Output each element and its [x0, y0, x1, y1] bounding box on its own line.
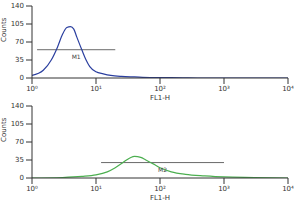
svg-text:10⁴: 10⁴: [282, 85, 292, 93]
svg-text:0: 0: [20, 174, 24, 182]
svg-text:10¹: 10¹: [90, 85, 102, 93]
svg-text:70: 70: [15, 138, 24, 146]
svg-text:105: 105: [11, 120, 24, 128]
svg-text:M1: M1: [72, 53, 81, 60]
svg-text:35: 35: [15, 156, 24, 164]
svg-text:140: 140: [11, 2, 24, 10]
svg-text:10⁰: 10⁰: [26, 185, 38, 193]
svg-text:10³: 10³: [218, 185, 230, 193]
svg-text:M2: M2: [158, 166, 167, 173]
svg-text:Counts: Counts: [8, 117, 9, 142]
svg-text:35: 35: [15, 56, 24, 64]
svg-text:FL1-H: FL1-H: [150, 194, 170, 200]
svg-text:10¹: 10¹: [90, 185, 102, 193]
svg-text:10⁴: 10⁴: [282, 185, 292, 193]
svg-text:105: 105: [11, 20, 24, 28]
svg-text:70: 70: [15, 38, 24, 46]
svg-text:10³: 10³: [218, 85, 230, 93]
svg-text:140: 140: [11, 102, 24, 110]
svg-text:FL1-H: FL1-H: [150, 94, 170, 100]
svg-text:10⁰: 10⁰: [26, 85, 38, 93]
svg-text:0: 0: [20, 74, 24, 82]
svg-text:10²: 10²: [154, 85, 166, 93]
svg-text:10²: 10²: [154, 185, 166, 193]
svg-text:Counts: Counts: [8, 17, 9, 42]
